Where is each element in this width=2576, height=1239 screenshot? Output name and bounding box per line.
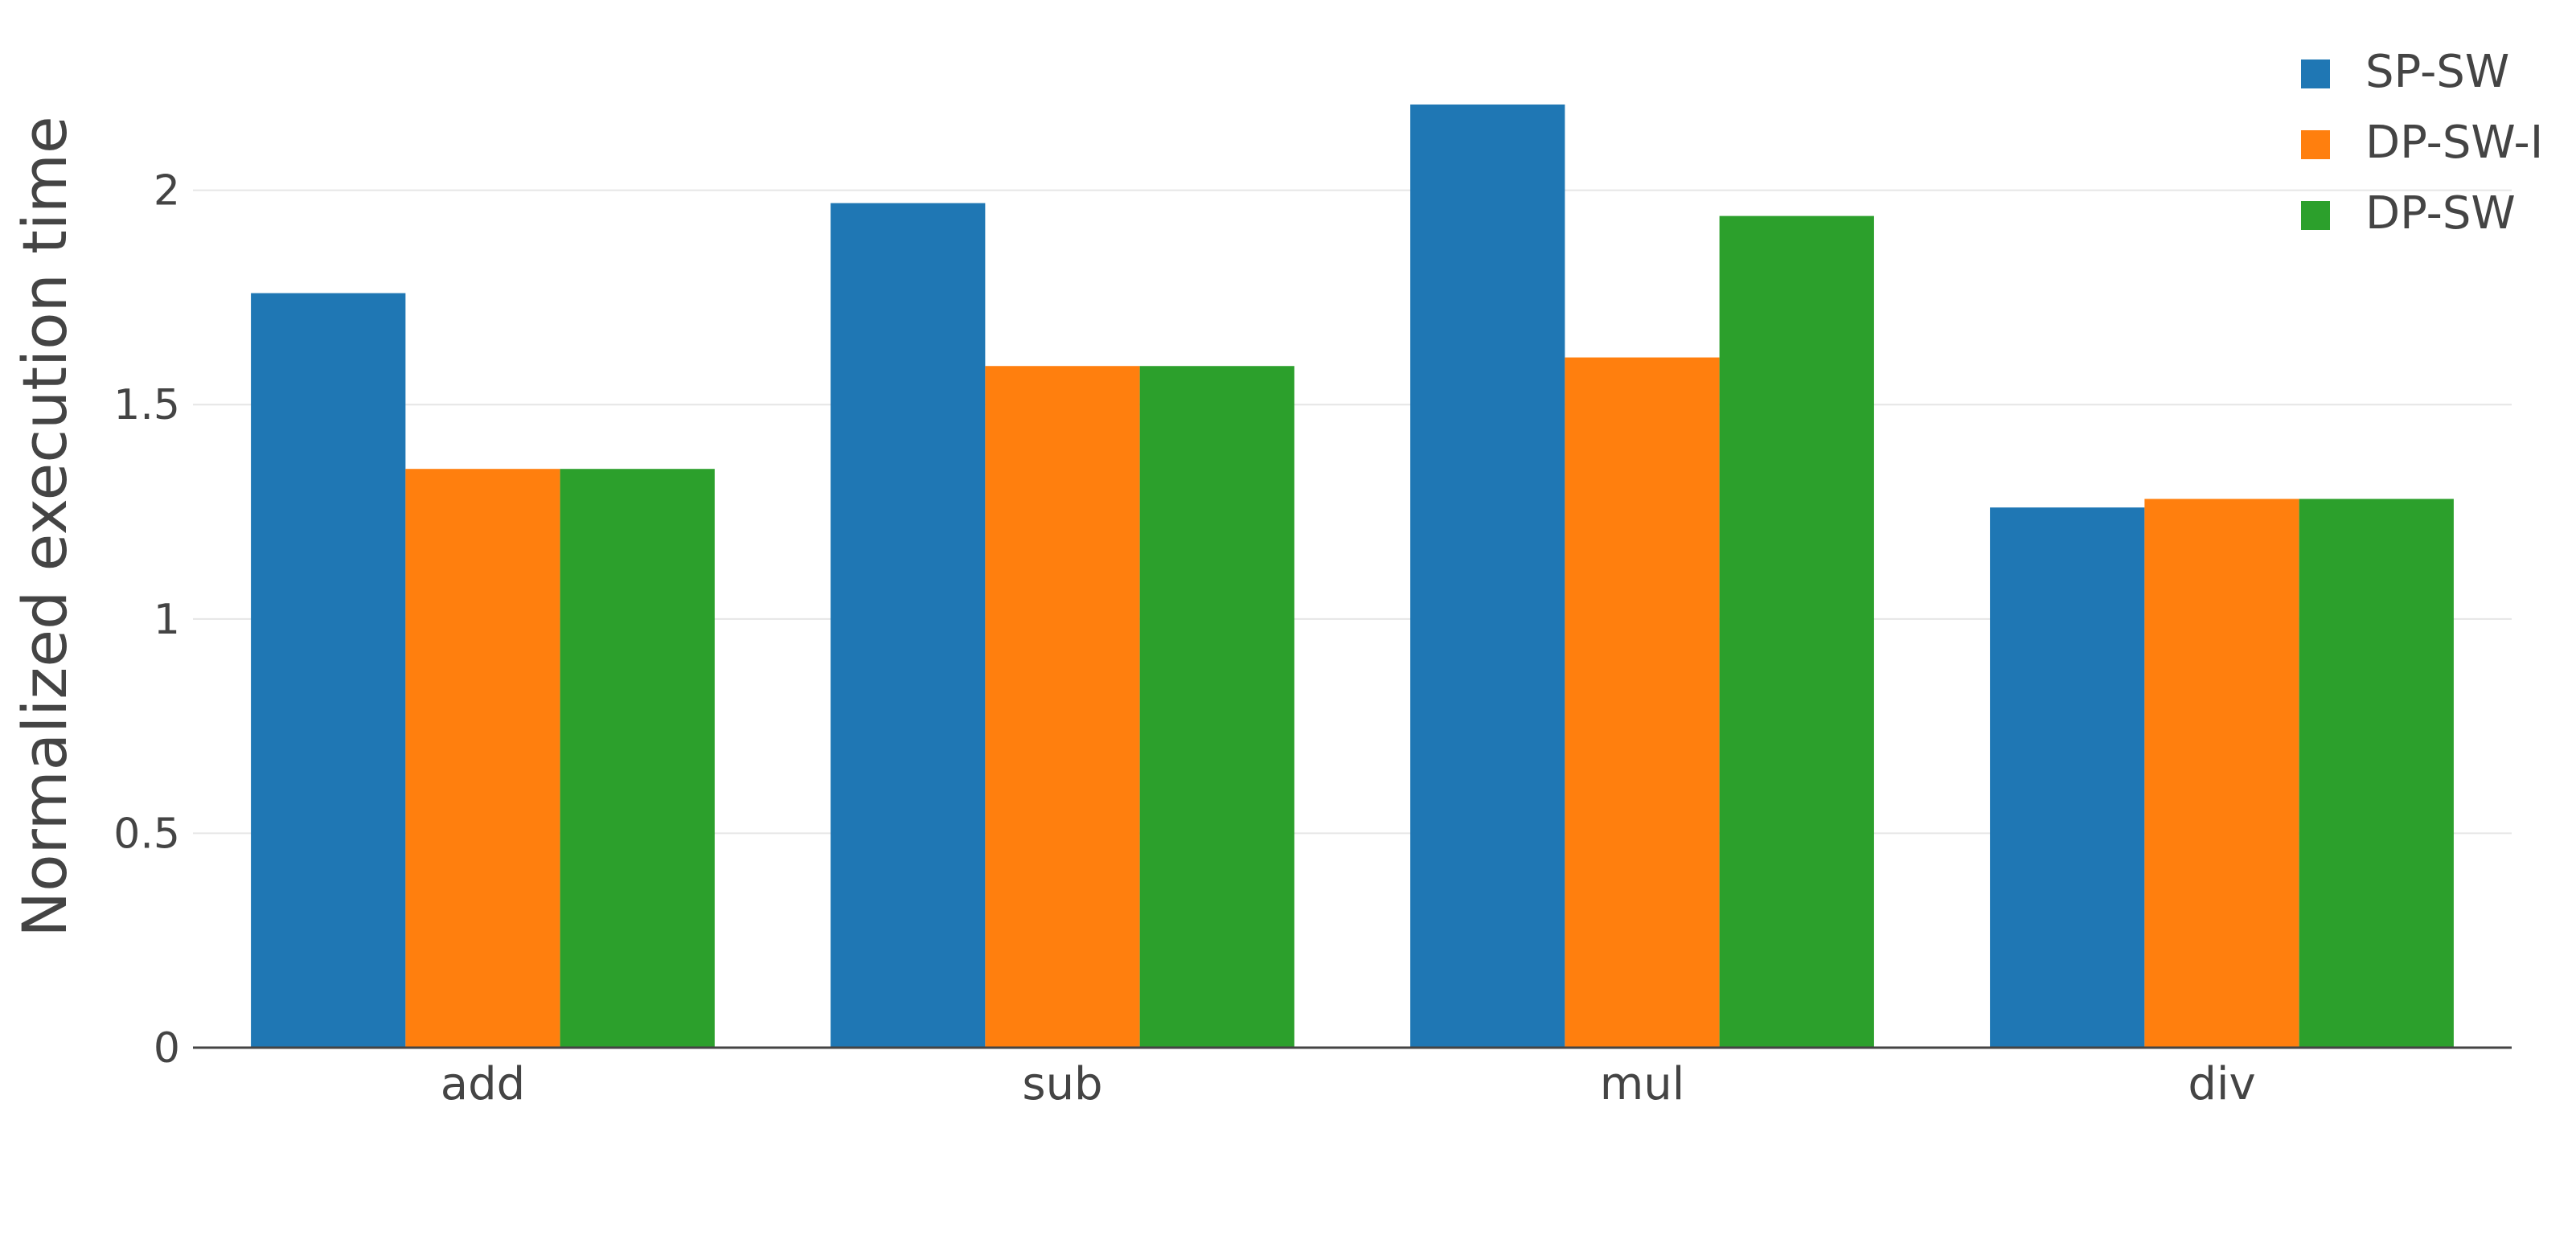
bar-dp-sw-sub (1139, 366, 1294, 1048)
bar-sp-sw-div (1990, 507, 2145, 1048)
bar-sp-sw-add (251, 293, 406, 1048)
bar-dp-sw-add (560, 469, 715, 1048)
legend: SP-SW DP-SW-I DP-SW (2301, 46, 2543, 240)
y-tick-label: 1.5 (113, 381, 180, 429)
bar-layer (251, 104, 2454, 1048)
bar-dp-sw-div (2299, 498, 2454, 1048)
bar-dp-sw-i-div (2144, 498, 2299, 1048)
bar-dp-sw-i-sub (985, 366, 1140, 1048)
y-axis-label: Normalized execution time (9, 116, 80, 937)
y-tick-label: 2 (154, 167, 180, 215)
x-tick-label: add (441, 1058, 525, 1110)
y-tick-label: 1 (154, 596, 180, 644)
bar-dp-sw-i-add (405, 469, 560, 1048)
bar-sp-sw-mul (1410, 104, 1565, 1048)
bar-dp-sw-i-mul (1565, 357, 1720, 1048)
bar-dp-sw-mul (1719, 215, 1874, 1048)
bar-sp-sw-sub (831, 203, 986, 1048)
legend-label: DP-SW-I (2365, 117, 2543, 169)
y-tick-label: 0 (154, 1024, 180, 1073)
y-tick-label: 0.5 (113, 810, 180, 858)
legend-swatch (2301, 59, 2330, 88)
axis-layer: 0 0.5 1 1.5 2 add sub mul div (113, 167, 2512, 1110)
x-tick-label: mul (1600, 1058, 1685, 1110)
legend-swatch (2301, 130, 2330, 159)
legend-label: DP-SW (2365, 187, 2516, 240)
legend-label: SP-SW (2365, 46, 2509, 98)
x-tick-label: sub (1022, 1058, 1102, 1110)
x-tick-label: div (2188, 1058, 2255, 1110)
legend-swatch (2301, 201, 2330, 230)
